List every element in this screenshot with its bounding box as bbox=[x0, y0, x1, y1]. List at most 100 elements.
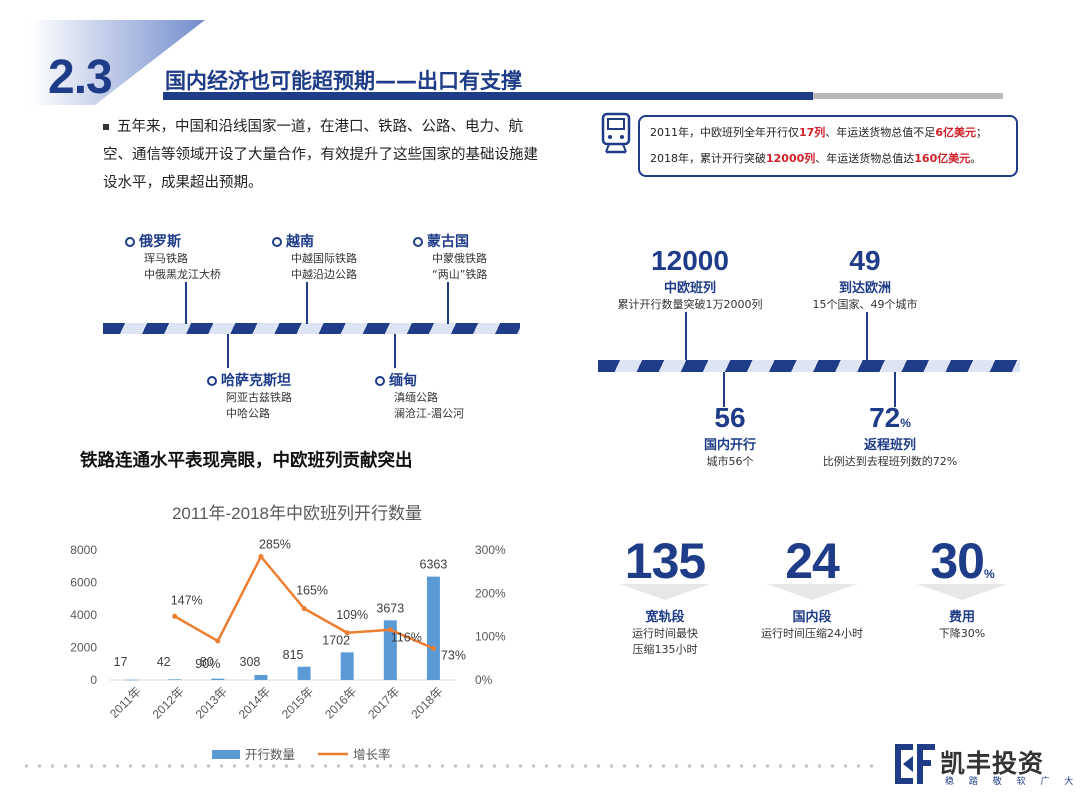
bar-value-label: 1702 bbox=[322, 633, 350, 647]
timeline-stem bbox=[866, 312, 868, 360]
growth-rate-label: 147% bbox=[171, 593, 203, 607]
growth-rate-point bbox=[215, 638, 221, 644]
stat-domestic: 56 国内开行 城市56个 bbox=[660, 402, 800, 469]
bar-value-label: 80 bbox=[200, 655, 214, 669]
chart-subheading: 铁路连通水平表现亮眼，中欧班列贡献突出 bbox=[80, 451, 413, 471]
bar-count bbox=[297, 666, 311, 680]
bar-count bbox=[125, 679, 139, 681]
stat-desc: 累计开行数量突破1万2000列 bbox=[617, 298, 763, 311]
bar-count bbox=[168, 679, 182, 680]
highlight-desc: 运行时间最快 bbox=[632, 627, 698, 640]
bar-count bbox=[426, 576, 440, 680]
stat-return: 72% 返程班列 比例达到去程班列数的72% bbox=[800, 402, 980, 469]
country-label: 缅甸 bbox=[389, 373, 417, 389]
growth-rate-point bbox=[387, 627, 393, 633]
growth-rate-label: 90% bbox=[195, 657, 220, 671]
country-label: 蒙古国 bbox=[427, 234, 469, 250]
legend-bar-swatch bbox=[212, 750, 240, 759]
highlight-domestic: 24 国内段 运行时间压缩24小时 bbox=[752, 532, 872, 641]
timeline-stem bbox=[227, 334, 229, 368]
train-count-chart: 2011年-2018年中欧班列开行数量 0 2000 4000 6000 8000 0% 10… bbox=[60, 495, 565, 775]
highlight-label: 国内段 bbox=[792, 610, 832, 625]
stat-trains-total: 12000 中欧班列 累计开行数量突破1万2000列 bbox=[600, 245, 780, 312]
title-underline bbox=[163, 92, 813, 100]
project-line: 中越国际铁路 bbox=[291, 252, 357, 265]
stat-desc: 城市56个 bbox=[706, 455, 754, 468]
growth-rate-label: 73% bbox=[441, 648, 466, 662]
highlight-desc: 运行时间压缩24小时 bbox=[761, 627, 863, 640]
timeline-stem bbox=[394, 334, 396, 368]
bar-value-label: 815 bbox=[283, 648, 304, 662]
bullet-paragraph: 五年来，中国和沿线国家一道，在港口、铁路、公路、电力、航空、通信等领域开设了大量… bbox=[103, 113, 543, 197]
info-line-2: 2018年，累计开行突破12000列、年运送货物总值达160亿美元。 bbox=[650, 152, 982, 165]
highlight-cost: 30% 费用 下降30% bbox=[912, 532, 1012, 641]
highlight-shadow bbox=[917, 584, 1007, 600]
train-icon bbox=[601, 112, 631, 154]
timeline-node-kazakhstan: 哈萨克斯坦 阿亚古兹铁路 中哈公路 bbox=[207, 370, 292, 422]
project-line: 珲马铁路 bbox=[144, 252, 188, 265]
x-tick-label: 2011年 bbox=[107, 684, 144, 721]
highlight-label: 费用 bbox=[948, 610, 975, 625]
project-line: 阿亚古兹铁路 bbox=[226, 391, 292, 404]
y-right-tick-label: 200% bbox=[475, 586, 506, 600]
y-right-tick-label: 100% bbox=[475, 630, 506, 644]
y-left-tick-label: 8000 bbox=[70, 543, 97, 557]
growth-rate-label: 116% bbox=[391, 631, 422, 645]
location-pin-icon bbox=[125, 237, 135, 247]
bar-value-label: 6363 bbox=[420, 558, 448, 572]
project-line: 中俄黑龙江大桥 bbox=[144, 268, 221, 281]
x-tick-label: 2018年 bbox=[408, 684, 445, 721]
project-line: 中越沿边公路 bbox=[291, 268, 357, 281]
y-right-tick-label: 300% bbox=[475, 543, 506, 557]
y-left-tick-label: 4000 bbox=[70, 608, 97, 622]
location-pin-icon bbox=[375, 376, 385, 386]
growth-rate-point bbox=[344, 630, 350, 636]
country-label: 越南 bbox=[286, 234, 314, 250]
timeline-node-russia: 俄罗斯 珲马铁路 中俄黑龙江大桥 bbox=[125, 231, 221, 283]
growth-rate-point bbox=[258, 554, 264, 559]
page-title: 国内经济也可能超预期——出口有支撑 bbox=[165, 69, 522, 93]
project-line: 中哈公路 bbox=[226, 407, 270, 420]
timeline-stem bbox=[685, 312, 687, 360]
bar-count bbox=[340, 652, 354, 680]
highlight-desc: 压缩135小时 bbox=[632, 643, 698, 656]
timeline-stem bbox=[185, 282, 187, 324]
highlight-number: 135 bbox=[624, 533, 706, 589]
project-line: 中蒙俄铁路 bbox=[432, 252, 487, 265]
stat-desc: 15个国家、49个城市 bbox=[812, 298, 918, 311]
location-pin-icon bbox=[207, 376, 217, 386]
x-tick-label: 2016年 bbox=[322, 684, 359, 721]
stat-desc: 比例达到去程班列数的72% bbox=[822, 455, 958, 468]
stat-number: 72% bbox=[869, 402, 911, 433]
bar-value-label: 42 bbox=[157, 655, 171, 669]
legend-bar-label: 开行数量 bbox=[245, 747, 295, 762]
bar-value-label: 3673 bbox=[376, 601, 404, 615]
chart-title: 2011年-2018年中欧班列开行数量 bbox=[172, 504, 422, 523]
project-line: “两山”铁路 bbox=[432, 268, 488, 281]
header-decoration bbox=[30, 20, 205, 105]
stat-label: 中欧班列 bbox=[663, 281, 716, 296]
highlight-broad-gauge: 135 宽轨段 运行时间最快 压缩135小时 bbox=[610, 532, 720, 657]
stat-label: 返程班列 bbox=[863, 438, 916, 453]
legend-line-label: 增长率 bbox=[353, 747, 391, 762]
growth-rate-point bbox=[301, 606, 307, 611]
y-left-tick-label: 0 bbox=[90, 673, 97, 687]
bar-value-label: 17 bbox=[114, 655, 128, 669]
timeline-node-myanmar: 缅甸 滇缅公路 澜沧江-湄公河 bbox=[375, 370, 464, 422]
highlight-desc: 下降30% bbox=[938, 627, 986, 640]
company-name: 凯丰投资 bbox=[940, 749, 1045, 778]
growth-rate-label: 285% bbox=[259, 538, 291, 552]
x-tick-label: 2012年 bbox=[150, 684, 187, 721]
highlight-label: 宽轨段 bbox=[645, 610, 685, 625]
info-line-1: 2011年，中欧班列全年开行仅17列、年运送货物总值不足6亿美元； bbox=[650, 126, 987, 139]
bar-count bbox=[211, 678, 225, 680]
timeline-stem bbox=[894, 372, 896, 407]
bar-count bbox=[383, 620, 397, 680]
timeline-stem bbox=[306, 282, 308, 324]
x-tick-label: 2017年 bbox=[365, 684, 402, 721]
bullet-text: 五年来，中国和沿线国家一道，在港口、铁路、公路、电力、航空、通信等领域开设了大量… bbox=[103, 119, 538, 191]
y-left-tick-label: 6000 bbox=[70, 576, 97, 590]
x-tick-label: 2014年 bbox=[236, 684, 273, 721]
y-left-tick-label: 2000 bbox=[70, 641, 97, 655]
project-line: 澜沧江-湄公河 bbox=[394, 407, 464, 420]
